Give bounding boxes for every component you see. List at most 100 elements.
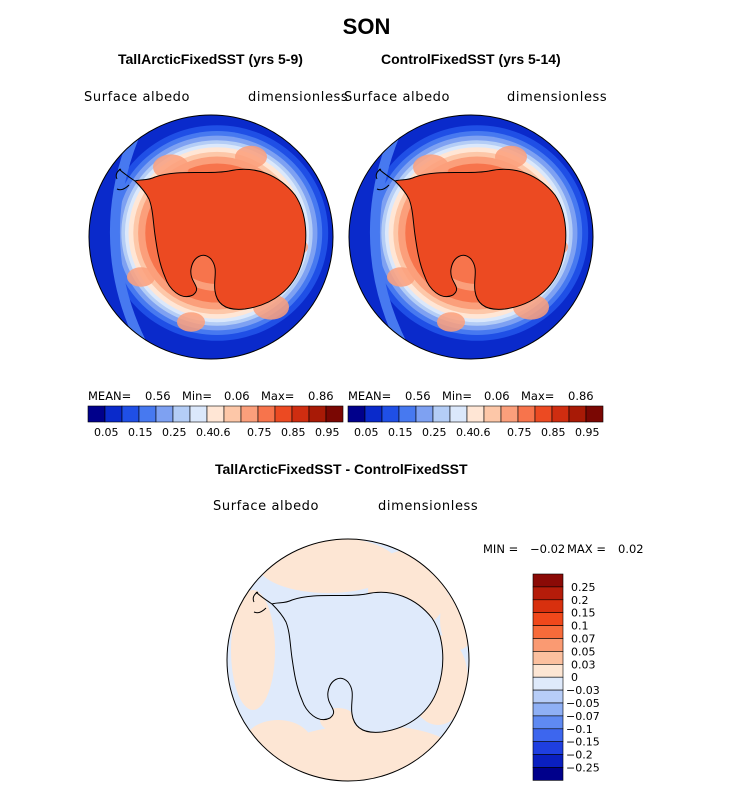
- diff-map: [226, 538, 470, 782]
- colorbar-tick-label: 0.6: [213, 426, 231, 439]
- diff-colorbar-tick-label: 0.03: [571, 658, 596, 671]
- sea-ice-patch: [437, 312, 465, 332]
- panel-2-variable: Surface albedo: [344, 90, 451, 105]
- map-border: [88, 114, 334, 360]
- diff-positive-patch: [440, 590, 469, 650]
- colorbar-swatch: [155, 405, 174, 423]
- colorbar-swatch: [325, 405, 344, 423]
- colorbar-tick-label: 0.05: [354, 426, 379, 439]
- diff-colorbar-swatch: [532, 663, 564, 678]
- panel-1-units: dimensionless: [248, 90, 349, 105]
- colorbar-swatch: [500, 405, 519, 423]
- panel-2-units: dimensionless: [507, 90, 608, 105]
- diff-colorbar-swatch: [532, 715, 564, 730]
- colorbar-swatch: [189, 405, 208, 423]
- colorbar-tick-label: 0.15: [128, 426, 153, 439]
- diff-colorbar-tick-label: 0.15: [571, 607, 596, 620]
- diff-max-label: MAX =: [567, 542, 606, 556]
- colorbar-tick-label: 0.15: [388, 426, 413, 439]
- panel-2-mean-label: MEAN=: [348, 389, 392, 403]
- diff-colorbar-swatch: [532, 728, 564, 742]
- colorbar-tick-label: 0.85: [541, 426, 566, 439]
- colorbar-swatch: [568, 405, 587, 423]
- diff-colorbar-swatch: [532, 741, 564, 755]
- diff-panel-variable: Surface albedo: [213, 499, 320, 514]
- diff-colorbar-swatch: [532, 573, 564, 588]
- colorbar-swatch: [87, 405, 106, 423]
- sea-ice-patch: [235, 145, 267, 169]
- diff-colorbar-swatch: [532, 638, 564, 652]
- colorbar-swatch: [240, 405, 259, 423]
- panel-1-variable: Surface albedo: [84, 90, 191, 105]
- colorbar-tick-label: 0.95: [315, 426, 340, 439]
- panel-1-max-label: Max=: [261, 389, 295, 403]
- colorbar-swatch: [585, 405, 604, 423]
- diff-colorbar-tick-label: 0.07: [571, 633, 596, 646]
- colorbar-tick-label: 0.4: [456, 426, 474, 439]
- diff-colorbar-tick-label: 0.25: [571, 581, 596, 594]
- colorbar-swatch: [257, 405, 276, 423]
- colorbar-swatch: [398, 405, 417, 423]
- colorbar-tick-label: 0.4: [196, 426, 214, 439]
- colorbar-tick-label: 0.6: [473, 426, 491, 439]
- colorbar-swatch: [308, 405, 327, 423]
- panel-2-mean: 0.56: [405, 389, 431, 403]
- diff-colorbar-swatch: [532, 767, 564, 781]
- map-border: [348, 114, 594, 360]
- colorbar-swatch: [517, 405, 536, 423]
- map-border: [226, 538, 470, 782]
- colorbar-swatch: [138, 405, 157, 423]
- colorbar-swatch: [466, 405, 485, 423]
- colorbar-tick-label: 0.25: [162, 426, 187, 439]
- diff-colorbar-tick-label: −0.03: [566, 684, 600, 697]
- colorbar-tick-label: 0.25: [422, 426, 447, 439]
- diff-colorbar-tick-label: 0.2: [571, 594, 589, 607]
- sea-ice-patch: [127, 267, 155, 287]
- colorbar-swatch: [415, 405, 434, 423]
- panel-1-mean-label: MEAN=: [88, 389, 132, 403]
- diff-colorbar-swatch: [532, 676, 564, 691]
- diff-colorbar-tick-label: −0.07: [566, 710, 600, 723]
- diff-colorbar-swatch: [532, 586, 564, 601]
- colorbar-swatch: [206, 405, 225, 423]
- colorbar-tick-label: 0.85: [281, 426, 306, 439]
- sea-ice-patch: [495, 145, 527, 169]
- figure-title: SON: [342, 14, 391, 39]
- diff-colorbar-tick-label: 0.05: [571, 645, 596, 658]
- diff-colorbar-tick-label: 0: [571, 671, 578, 684]
- colorbar-swatch: [172, 405, 191, 423]
- diff-positive-patch: [231, 590, 275, 710]
- panel-2-max: 0.86: [568, 389, 594, 403]
- panel-2-max-label: Max=: [521, 389, 555, 403]
- diff-colorbar-swatch: [532, 625, 564, 639]
- colorbar-swatch: [121, 405, 140, 423]
- colorbar-swatch: [223, 405, 242, 423]
- colorbar-swatch: [551, 405, 570, 423]
- diff-colorbar-swatch: [532, 599, 564, 613]
- sea-ice-patch: [387, 267, 415, 287]
- colorbar-tick-label: 0.75: [507, 426, 532, 439]
- diff-colorbar-tick-label: −0.2: [566, 749, 593, 762]
- colorbar-swatch: [274, 405, 293, 423]
- diff-colorbar-tick-label: −0.25: [566, 762, 600, 775]
- colorbar-swatch: [483, 405, 502, 423]
- panel-2-map: [348, 114, 594, 360]
- diff-colorbar-swatch: [532, 689, 564, 704]
- colorbar-swatch: [104, 405, 123, 423]
- panel-2-min: 0.06: [484, 389, 510, 403]
- diff-colorbar-tick-label: −0.1: [566, 723, 593, 736]
- colorbar-tick-label: 0.75: [247, 426, 272, 439]
- colorbar-swatch: [534, 405, 553, 423]
- panel-1-max: 0.86: [308, 389, 334, 403]
- colorbar-swatch: [291, 405, 310, 423]
- diff-min: −0.02: [530, 542, 566, 556]
- diff-colorbar-swatch: [532, 651, 564, 665]
- sea-ice-patch: [177, 312, 205, 332]
- panel-1-title: TallArcticFixedSST (yrs 5-9): [118, 51, 303, 67]
- colorbar-swatch: [347, 405, 366, 423]
- diff-colorbar-swatch: [532, 702, 564, 717]
- colorbar-tick-label: 0.95: [575, 426, 600, 439]
- diff-colorbar-tick-label: −0.05: [566, 697, 600, 710]
- diff-colorbar-tick-label: 0.1: [571, 620, 589, 633]
